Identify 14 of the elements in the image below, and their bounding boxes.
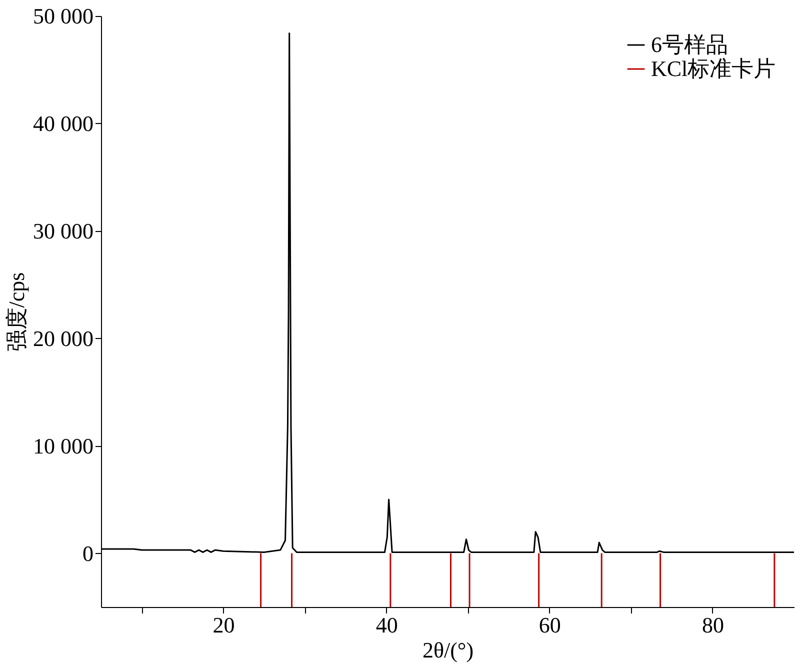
- y-tick-label: 0: [82, 540, 94, 566]
- y-tick-label: 30 000: [33, 218, 94, 244]
- x-tick-label: 80: [702, 612, 724, 638]
- y-tick-label: 10 000: [33, 433, 94, 458]
- y-tick-label: 50 000: [33, 4, 94, 28]
- y-tick-label: 40 000: [33, 110, 94, 136]
- x-axis-title: 2θ/(°): [422, 638, 474, 662]
- y-axis-title: 强度/cps: [4, 272, 29, 352]
- x-tick-label: 60: [538, 612, 561, 638]
- legend-label: KCl标准卡片: [651, 56, 776, 81]
- legend-label: 6号样品: [651, 32, 728, 57]
- y-tick-label: 20 000: [33, 326, 94, 351]
- x-tick-label: 40: [376, 612, 398, 638]
- x-tick-label: 20: [212, 612, 235, 638]
